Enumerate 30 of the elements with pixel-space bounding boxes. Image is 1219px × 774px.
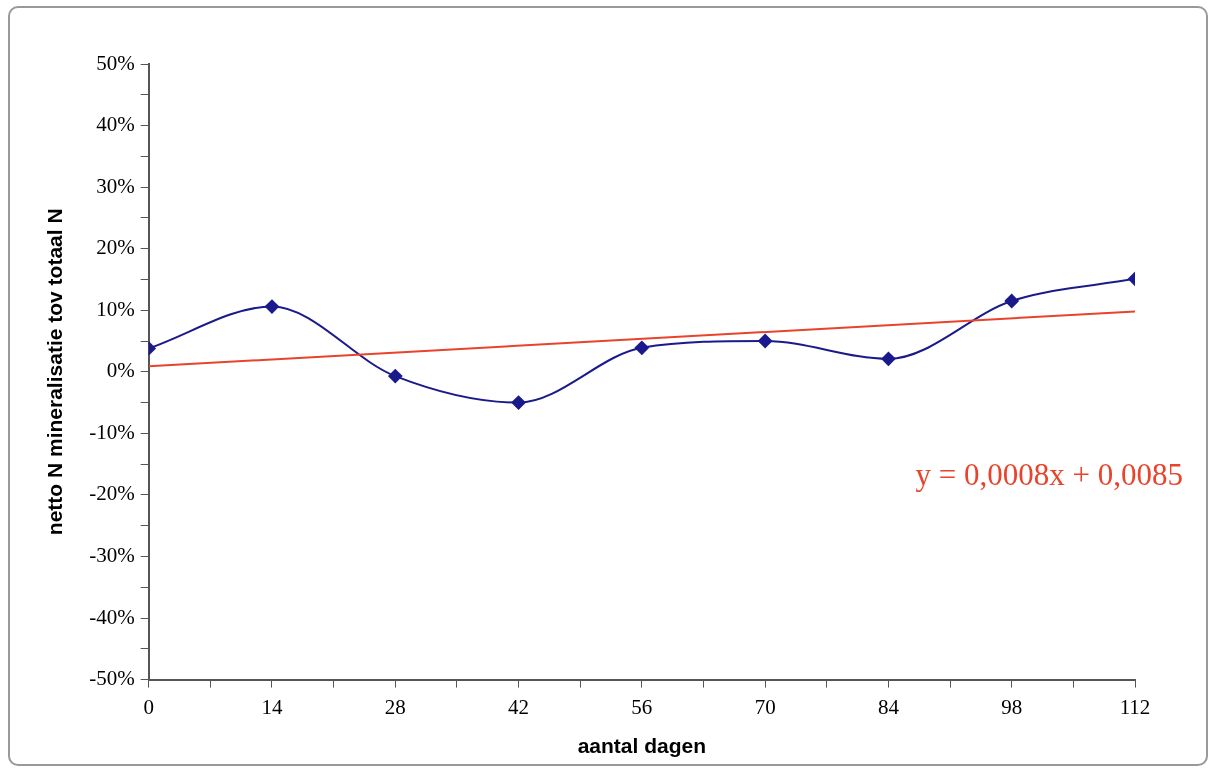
- x-tick-label: 70: [754, 694, 776, 719]
- y-tick-label: 50%: [96, 50, 135, 75]
- y-tick-label: 10%: [96, 296, 135, 321]
- x-tick-label: 42: [508, 694, 530, 719]
- x-tick-label: 28: [384, 694, 406, 719]
- y-tick-label: 30%: [96, 173, 135, 198]
- x-tick-label: 0: [143, 694, 154, 719]
- x-tick-label: 14: [261, 694, 283, 719]
- y-tick-label: 20%: [96, 235, 135, 260]
- y-tick-label: -30%: [89, 543, 135, 567]
- annotation: y = 0,0008x + 0,0085: [915, 456, 1183, 492]
- y-axis-title: netto N mineralisatie tov totaal N: [43, 208, 67, 536]
- y-tick-label: 0%: [106, 358, 135, 383]
- x-tick-label: 84: [877, 694, 900, 719]
- y-tick-label: -20%: [89, 481, 135, 506]
- x-axis-title: aantal dagen: [577, 734, 707, 758]
- x-tick-label: 98: [1001, 694, 1023, 719]
- y-tick-label: 40%: [96, 112, 135, 137]
- x-tick-label: 112: [1119, 694, 1151, 719]
- point: [758, 334, 773, 349]
- y-tick-label: -50%: [89, 666, 135, 691]
- y-tick-label: -40%: [89, 604, 135, 629]
- point: [1004, 294, 1019, 309]
- point: [511, 395, 526, 410]
- y-tick-label: -10%: [89, 419, 135, 444]
- x-tick-label: 56: [631, 694, 653, 719]
- point: [634, 340, 649, 355]
- point: [388, 369, 403, 384]
- point: [881, 351, 896, 366]
- point: [264, 299, 279, 314]
